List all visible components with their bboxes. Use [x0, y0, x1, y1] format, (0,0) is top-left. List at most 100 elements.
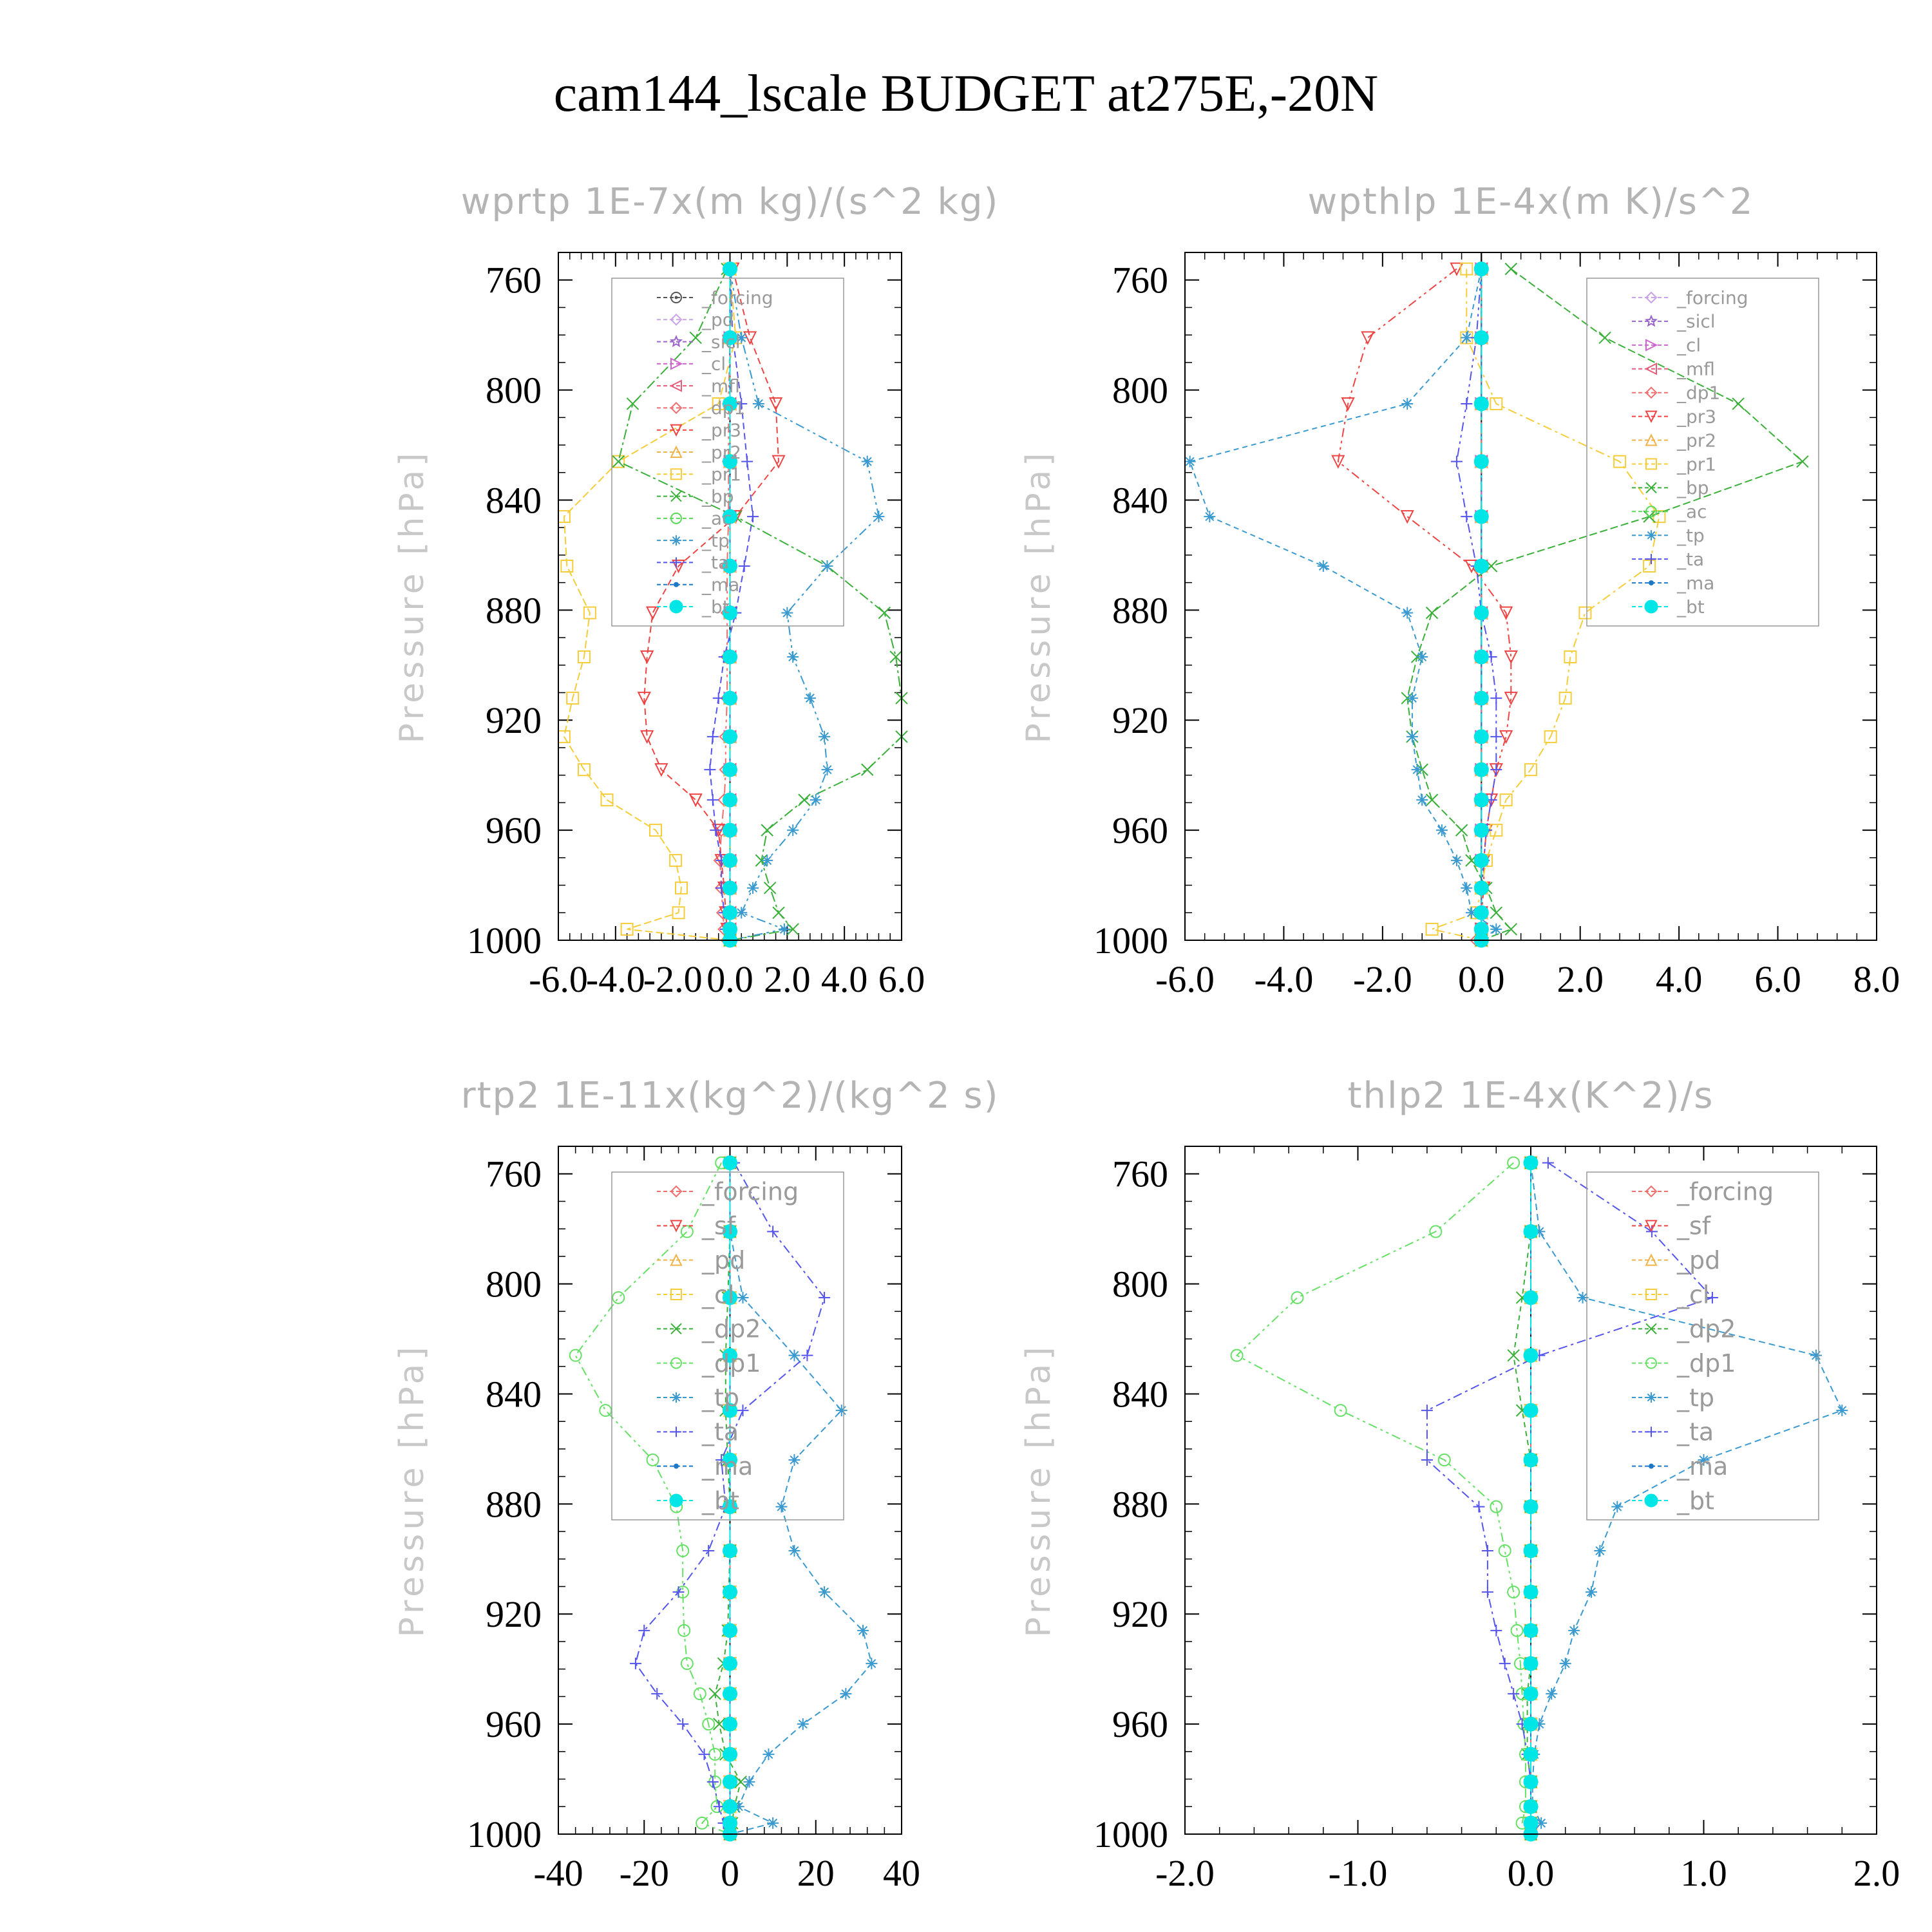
legend-label: _mfl — [1676, 359, 1715, 380]
x-tick-label: -2.0 — [1155, 1852, 1215, 1894]
legend-marker — [670, 402, 683, 414]
data-point — [640, 650, 654, 665]
y-tick-label: 1000 — [467, 1814, 542, 1855]
data-point — [1504, 262, 1518, 276]
y-tick-label: 800 — [1112, 1264, 1168, 1305]
data-point — [577, 763, 591, 777]
data-point — [640, 730, 654, 744]
data-point — [1291, 1291, 1304, 1304]
series-line — [634, 1162, 826, 1835]
data-point — [1437, 1454, 1451, 1467]
data-point — [1523, 1224, 1539, 1239]
data-point — [1524, 763, 1537, 777]
data-point — [1507, 1156, 1520, 1170]
data-point — [1473, 853, 1489, 868]
data-point — [1523, 1290, 1539, 1305]
legend-marker — [1645, 1323, 1657, 1335]
data-point — [1490, 692, 1502, 705]
data-point — [1204, 511, 1216, 523]
data-point — [1523, 1799, 1539, 1814]
data-point — [708, 1687, 721, 1700]
data-point — [706, 730, 719, 743]
y-tick-label: 920 — [486, 1593, 542, 1635]
legend-label: _dp1 — [1676, 382, 1720, 403]
data-point — [560, 560, 574, 573]
data-point — [1533, 1226, 1546, 1238]
x-tick-label: 0 — [721, 1852, 739, 1894]
legend-label: _dp1 — [701, 1349, 761, 1378]
data-point — [1613, 455, 1627, 468]
data-point — [821, 560, 833, 573]
data-point — [1411, 764, 1423, 776]
legend-marker — [1645, 1289, 1657, 1300]
legend-marker — [1645, 1253, 1658, 1266]
data-point — [857, 1624, 869, 1636]
legend-marker — [1645, 1357, 1657, 1369]
data-point — [723, 558, 737, 574]
data-point — [1461, 882, 1473, 894]
data-point — [1473, 905, 1489, 920]
data-point — [723, 509, 737, 524]
data-point — [788, 1349, 800, 1361]
y-tick-label: 840 — [486, 479, 542, 521]
data-point — [677, 1718, 689, 1730]
data-point — [1429, 1225, 1443, 1238]
data-point — [1810, 1349, 1823, 1361]
data-point — [1334, 1404, 1347, 1417]
data-point — [1473, 729, 1489, 744]
data-point — [646, 1454, 659, 1467]
legend-label: _tp — [701, 1383, 739, 1412]
plot-frame — [1184, 252, 1877, 941]
legend-label: _forcing — [1676, 1177, 1774, 1206]
data-point — [1523, 1623, 1539, 1638]
plot-frame — [558, 252, 902, 941]
y-tick-label: 760 — [486, 1153, 542, 1195]
legend-marker — [1645, 458, 1657, 470]
legend-marker — [671, 1392, 681, 1403]
data-point — [723, 605, 737, 621]
legend-marker — [1646, 554, 1656, 565]
data-point — [723, 729, 737, 744]
data-point — [723, 762, 737, 777]
data-point — [873, 511, 885, 523]
legend: _forcing _sicl _cl _mfl_dp1 _pr3 _pr2_pr1_bp _… — [1586, 278, 1819, 627]
data-point — [723, 1403, 737, 1418]
data-point — [1473, 792, 1489, 808]
legend-marker — [671, 535, 681, 546]
legend-label: _ma — [1676, 573, 1714, 594]
data-point — [723, 1224, 737, 1239]
y-tick-label: 1000 — [1094, 1814, 1168, 1855]
y-tick-label: 800 — [486, 370, 542, 412]
data-point — [1504, 692, 1518, 706]
data-point — [1421, 1454, 1433, 1466]
legend-marker — [670, 468, 682, 480]
x-tick-label: -2.0 — [643, 958, 703, 1000]
legend-box — [1586, 278, 1819, 627]
data-point — [1523, 1499, 1539, 1515]
data-point — [1499, 793, 1513, 807]
data-point — [762, 1748, 775, 1761]
data-point — [1406, 692, 1418, 705]
data-point — [732, 1801, 744, 1813]
data-point — [1473, 822, 1489, 838]
legend-label: _ac — [1676, 501, 1707, 522]
data-point — [737, 1291, 749, 1303]
legend-label: _tp — [1676, 1383, 1714, 1412]
data-point — [1504, 923, 1518, 936]
legend: _forcing _sf _pd _cl _dp2 _dp1 _tp _ta _ma _bt — [611, 1171, 844, 1520]
data-point — [696, 1816, 709, 1830]
series-line — [1189, 269, 1498, 941]
data-point — [1416, 650, 1428, 663]
legend-marker — [1645, 291, 1658, 304]
data-point — [735, 332, 748, 344]
data-point — [723, 690, 737, 706]
data-point — [649, 824, 663, 837]
legend-marker — [1645, 1220, 1658, 1233]
data-point — [723, 1656, 737, 1671]
panel-title: thlp2 1E-4x(K^2)/s — [1348, 1075, 1714, 1117]
data-point — [1498, 1544, 1511, 1557]
x-tick-label: -4.0 — [586, 958, 645, 1000]
data-point — [1533, 1718, 1546, 1730]
legend-marker — [670, 1253, 683, 1266]
